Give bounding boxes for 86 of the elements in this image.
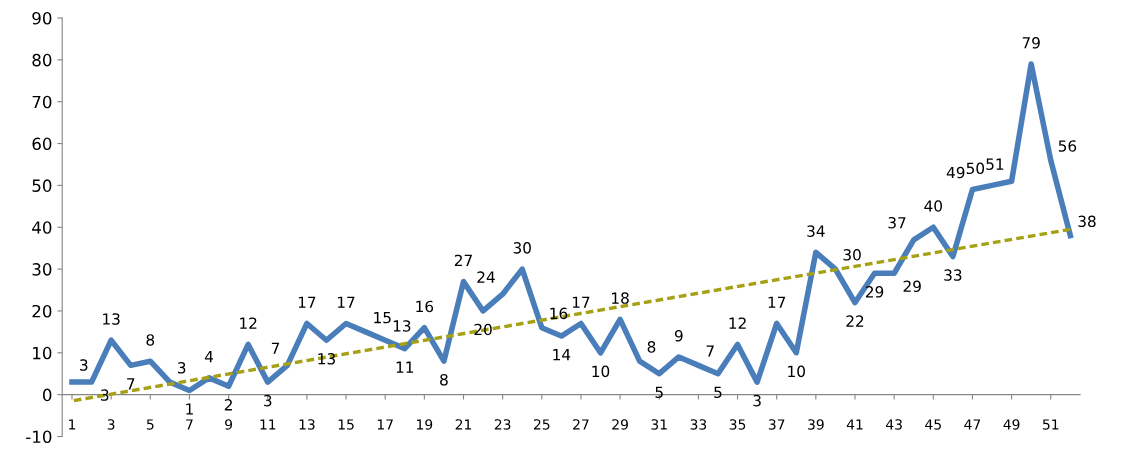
x-tick-label: 11 xyxy=(260,419,276,430)
data-label: 18 xyxy=(612,292,629,304)
y-tick-label: 40 xyxy=(32,221,52,234)
x-tick-label: 43 xyxy=(885,419,902,430)
x-tick-label: 9 xyxy=(225,419,233,430)
x-tick-label: 45 xyxy=(925,419,941,430)
data-label: 56 xyxy=(1058,140,1077,152)
data-label: 11 xyxy=(396,361,414,373)
y-tick-label: 10 xyxy=(33,346,52,360)
data-label: 8 xyxy=(440,373,448,386)
data-label: 12 xyxy=(729,317,746,329)
y-tick-label: 80 xyxy=(32,53,52,67)
data-label: 4 xyxy=(204,351,214,363)
x-tick-label: 21 xyxy=(455,419,472,430)
y-tick-label: 70 xyxy=(32,95,52,109)
data-label: 7 xyxy=(271,342,280,354)
data-label: 22 xyxy=(846,315,864,327)
data-label: 38 xyxy=(1078,215,1096,228)
y-tick-label: 50 xyxy=(32,179,52,192)
data-label: 7 xyxy=(706,345,714,357)
y-tick-label: 20 xyxy=(32,304,52,318)
data-label: 8 xyxy=(146,334,155,346)
data-label: 17 xyxy=(298,296,316,308)
data-label: 29 xyxy=(865,286,884,298)
data-label: 5 xyxy=(714,386,722,399)
x-tick-label: 31 xyxy=(651,419,667,430)
data-label: 13 xyxy=(393,320,411,332)
data-label: 34 xyxy=(807,225,825,237)
data-label: 8 xyxy=(647,341,656,353)
x-tick-label: 33 xyxy=(690,419,707,430)
y-tick-label: -10 xyxy=(26,430,52,444)
y-tick-label: 60 xyxy=(32,137,52,151)
x-tick-label: 41 xyxy=(846,419,863,430)
x-tick-label: 49 xyxy=(1003,419,1020,430)
data-label: 9 xyxy=(674,329,683,342)
data-label: 37 xyxy=(888,216,906,229)
data-label: 79 xyxy=(1022,37,1040,49)
data-label: 7 xyxy=(127,378,135,390)
data-label: 5 xyxy=(655,386,663,399)
data-label: 3 xyxy=(753,394,761,407)
data-label: 51 xyxy=(986,158,1004,170)
data-label: 15 xyxy=(374,312,391,324)
data-label: 3 xyxy=(177,362,186,374)
x-tick-label: 29 xyxy=(612,419,628,430)
data-label: 33 xyxy=(944,269,962,281)
data-label: 40 xyxy=(924,200,942,212)
x-tick-label: 39 xyxy=(808,419,824,430)
x-tick-label: 13 xyxy=(299,419,315,430)
data-label: 50 xyxy=(966,162,985,175)
data-label: 12 xyxy=(240,317,257,329)
x-tick-label: 47 xyxy=(964,419,981,430)
data-label: 3 xyxy=(80,359,88,371)
data-label: 16 xyxy=(550,307,568,320)
y-tick-label: 0 xyxy=(42,388,52,402)
x-tick-label: 15 xyxy=(338,419,354,430)
data-label: 1 xyxy=(186,403,193,415)
x-tick-label: 3 xyxy=(107,419,115,430)
x-tick-label: 1 xyxy=(69,419,76,430)
x-tick-label: 17 xyxy=(377,419,393,430)
data-label: 29 xyxy=(903,280,921,293)
x-tick-label: 5 xyxy=(146,419,154,430)
data-label: 14 xyxy=(553,349,571,361)
x-tick-label: 51 xyxy=(1042,419,1059,430)
data-label: 16 xyxy=(416,300,434,313)
data-label: 27 xyxy=(454,254,472,266)
x-tick-label: 27 xyxy=(573,419,589,430)
x-tick-label: 25 xyxy=(533,419,550,430)
data-label: 10 xyxy=(592,365,610,378)
data-label: 17 xyxy=(572,296,590,308)
data-label: 30 xyxy=(513,242,531,254)
y-tick-label: 30 xyxy=(32,263,52,276)
data-label: 17 xyxy=(768,296,786,308)
data-label: 10 xyxy=(788,365,805,378)
x-tick-label: 7 xyxy=(186,419,193,430)
x-tick-label: 37 xyxy=(768,419,785,430)
data-label: 30 xyxy=(843,249,861,261)
data-label: 3 xyxy=(264,394,272,407)
data-label: 24 xyxy=(477,271,495,283)
x-tick-label: 23 xyxy=(494,419,511,430)
data-label: 49 xyxy=(946,166,965,179)
data-label: 2 xyxy=(224,399,232,411)
x-tick-label: 35 xyxy=(729,419,746,430)
data-label: 17 xyxy=(338,296,355,308)
y-tick-label: 90 xyxy=(32,11,52,25)
x-tick-label: 19 xyxy=(417,419,433,430)
data-label: 13 xyxy=(103,313,120,325)
